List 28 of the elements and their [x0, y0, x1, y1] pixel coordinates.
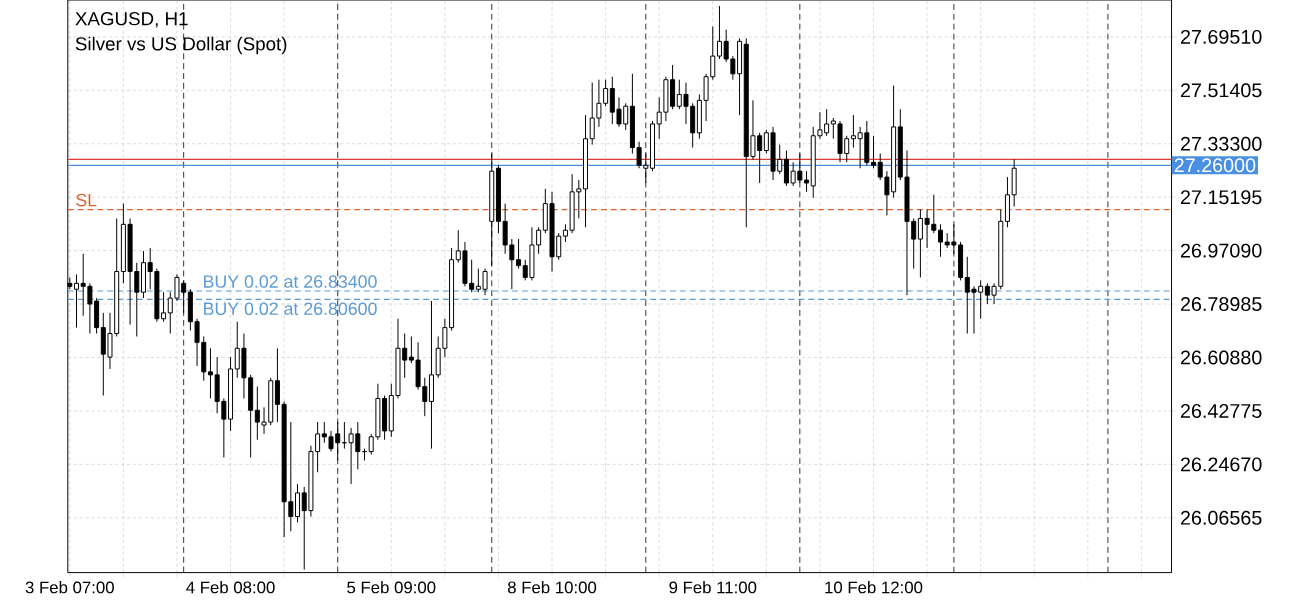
y-tick-label: 26.60880: [1180, 350, 1262, 365]
candlestick: [73, 273, 80, 329]
y-tick-label: 26.06565: [1180, 510, 1262, 525]
x-tick-label: 9 Feb 11:00: [669, 580, 757, 594]
ref-line-label: BUY 0.02 at 26.80600: [204, 302, 377, 315]
y-tick-label: 27.15195: [1180, 190, 1262, 205]
candlestick: [871, 135, 877, 169]
x-tick-label: 5 Feb 09:00: [347, 580, 436, 594]
candlestick: [937, 223, 943, 258]
candlestick: [295, 483, 301, 523]
ref-line-label: BUY 0.02 at 26.83400: [204, 275, 377, 288]
y-tick-label: 26.97090: [1180, 243, 1262, 258]
candlestick: [716, 5, 722, 60]
x-tick-label: 4 Feb 08:00: [186, 580, 275, 594]
y-tick-label: 26.24670: [1180, 457, 1262, 472]
text: XAGUSD, H1: [75, 11, 188, 28]
x-tick-label: 10 Feb 12:00: [825, 580, 923, 594]
ref-line-label: 27.26000: [1174, 158, 1256, 173]
text: Silver vs US Dollar (Spot): [75, 36, 287, 55]
ref-line-label: SL: [76, 193, 97, 207]
x-tick-label: 3 Feb 07:00: [25, 580, 114, 594]
y-tick-label: 26.42775: [1180, 403, 1262, 418]
x-tick-label: 8 Feb 10:00: [507, 580, 597, 594]
y-tick-label: 27.33300: [1180, 136, 1262, 151]
y-tick-label: 26.78985: [1180, 296, 1262, 311]
y-tick-label: 27.69510: [1180, 29, 1262, 44]
candlestick: [804, 170, 810, 193]
y-tick-label: 27.51405: [1180, 83, 1262, 98]
